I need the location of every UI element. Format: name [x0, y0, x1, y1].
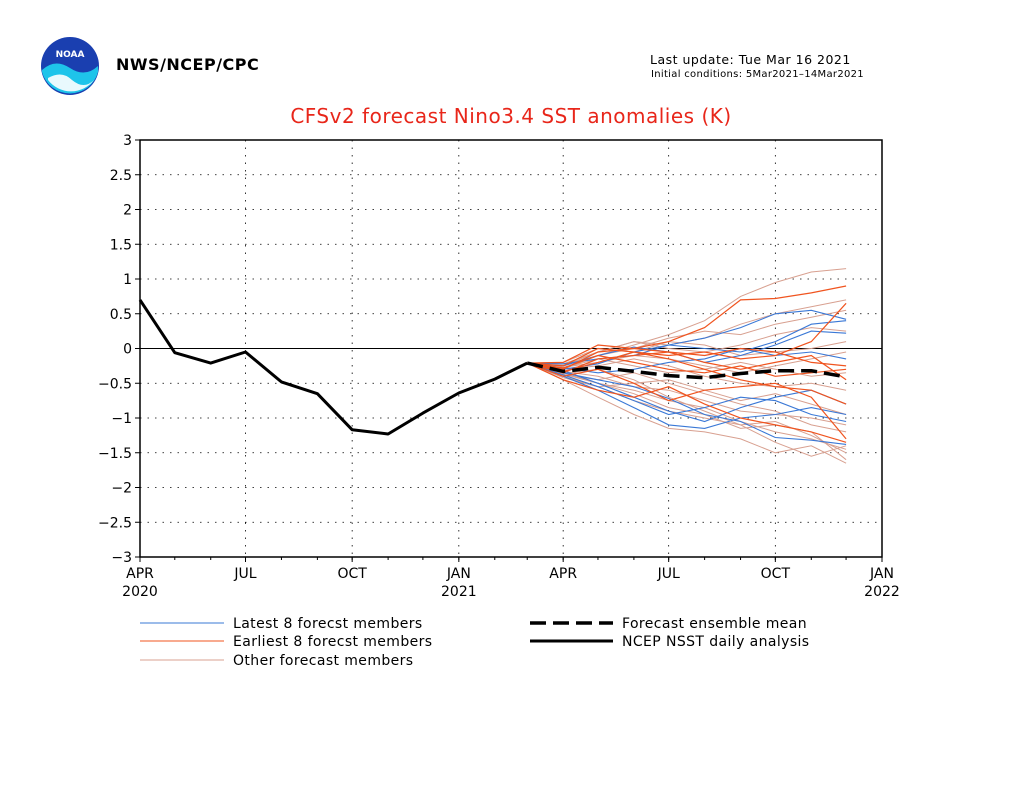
x-tick-label: JUL [657, 566, 680, 582]
x-tick-label: OCT [761, 566, 791, 582]
y-tick-label: 0.5 [110, 307, 132, 323]
y-tick-label: 2 [123, 203, 132, 219]
y-tick-label: 1.5 [110, 237, 132, 253]
latest-member-line [527, 362, 847, 423]
latest-member-line [527, 362, 847, 423]
latest-member-line [527, 362, 847, 429]
x-tick-label: JUL [233, 566, 256, 582]
y-tick-label: −2 [111, 481, 132, 497]
other-member-line [527, 341, 847, 364]
legend-label-earliest: Earliest 8 forecst members [233, 634, 433, 650]
y-tick-label: −1.5 [98, 446, 132, 462]
y-tick-label: 0 [123, 342, 132, 358]
noaa-logo: NOAA [40, 36, 100, 96]
x-tick-year: 2022 [864, 584, 900, 600]
earliest-member-line [527, 354, 847, 377]
noaa-logo-text: NOAA [56, 50, 85, 60]
chart-title: CFSv2 forecast Nino3.4 SST anomalies (K) [290, 104, 732, 128]
x-tick-year: 2021 [441, 584, 477, 600]
ensemble-mean-line [526, 361, 847, 380]
legend: Latest 8 forecst members Earliest 8 forec… [140, 616, 810, 669]
other-member-line [527, 268, 847, 370]
y-tick-label: −1 [111, 411, 132, 427]
earliest-member-line [527, 344, 847, 367]
x-tick-label: JAN [446, 566, 471, 582]
other-member-line [527, 351, 847, 374]
x-tick-label: OCT [337, 566, 367, 582]
tick-layer: 32.521.510.50−0.5−1−1.5−2−2.5−3APR2020JU… [98, 133, 900, 600]
analysis-line [138, 299, 528, 436]
legend-label-analysis: NCEP NSST daily analysis [622, 634, 810, 650]
y-tick-label: −0.5 [98, 376, 132, 392]
last-update: Last update: Tue Mar 16 2021 [650, 52, 851, 67]
earliest-member-line [527, 285, 847, 370]
initial-conditions: Initial conditions: 5Mar2021–14Mar2021 [651, 69, 864, 80]
other-member-line [527, 362, 847, 457]
x-tick-year: 2020 [122, 584, 158, 600]
earliest-member-line [527, 351, 847, 405]
earliest-member-line [527, 351, 847, 381]
earliest-member-line [526, 362, 847, 443]
grid-layer [140, 140, 882, 557]
y-tick-label: −3 [111, 550, 132, 566]
y-tick-label: 2.5 [110, 168, 132, 184]
legend-label-latest: Latest 8 forecst members [233, 616, 423, 632]
line-layer [138, 299, 847, 436]
y-tick-label: −2.5 [98, 515, 132, 531]
org-name: NWS/NCEP/CPC [116, 55, 260, 74]
legend-label-mean: Forecast ensemble mean [622, 616, 807, 632]
legend-label-other: Other forecast members [233, 653, 414, 669]
other-member-line [527, 362, 847, 415]
y-tick-label: 3 [123, 133, 132, 149]
other-member-line [527, 327, 847, 365]
member-layer [526, 268, 847, 464]
x-tick-label: JAN [869, 566, 894, 582]
x-tick-label: APR [126, 566, 154, 582]
latest-member-line [527, 362, 847, 445]
y-tick-label: 1 [123, 272, 132, 288]
x-tick-label: APR [549, 566, 577, 582]
